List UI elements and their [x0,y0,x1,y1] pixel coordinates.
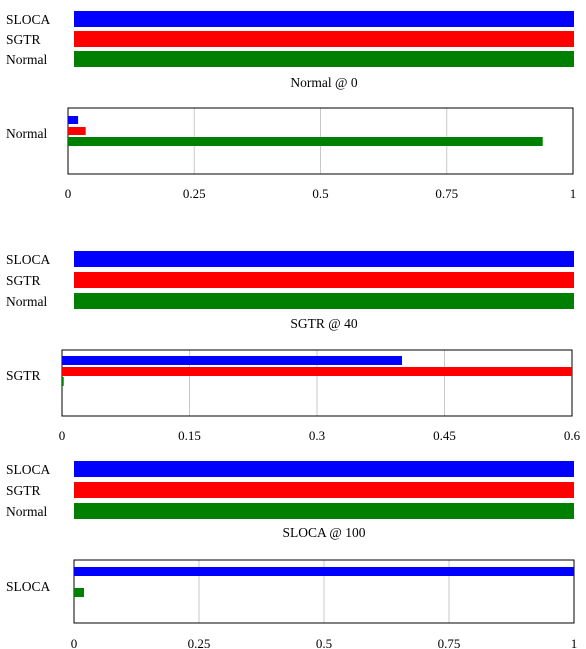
tick-label: 0 [71,636,78,649]
panel-title: Normal @ 0 [290,75,357,90]
tick-label: 0.5 [312,186,328,201]
panel-title: SLOCA @ 100 [283,525,366,540]
category-label-normal: Normal [6,126,47,141]
probability-bar [68,137,543,146]
tick-label: 0 [59,428,66,443]
bar-sloca [74,11,574,27]
bar-sloca [74,251,574,267]
bar-sgtr [74,272,574,288]
panel-title: SGTR @ 40 [290,316,357,331]
tick-label: 1 [570,186,577,201]
probability-bar [74,588,84,597]
tick-label: 0.75 [438,636,461,649]
category-label-sgtr: SGTR [6,483,41,498]
category-label-normal: Normal [6,504,47,519]
tick-label: 0 [65,186,72,201]
category-label-sloca: SLOCA [6,462,51,477]
tick-label: 0.15 [178,428,201,443]
bar-sgtr [74,482,574,498]
tick-label: 0.45 [433,428,456,443]
tick-label: 0.25 [183,186,206,201]
category-label-normal: Normal [6,294,47,309]
probability-bar [68,127,86,135]
category-label-normal: Normal [6,52,47,67]
tick-label: 0.6 [564,428,581,443]
tick-label: 0.25 [188,636,211,649]
tick-label: 0.5 [316,636,332,649]
probability-bar [62,377,64,386]
bar-normal [74,293,574,309]
probability-bar [62,356,402,365]
category-label-sloca: SLOCA [6,579,51,594]
category-label-sloca: SLOCA [6,12,51,27]
probability-bar [74,567,574,576]
probability-bar [68,116,79,124]
bar-sloca [74,461,574,477]
tick-label: 0.3 [309,428,325,443]
bar-normal [74,503,574,519]
category-label-sloca: SLOCA [6,252,51,267]
probability-bar [62,367,572,376]
tick-label: 0.75 [435,186,458,201]
bar-sgtr [74,31,574,47]
bar-normal [74,51,574,67]
tick-label: 1 [571,636,578,649]
category-label-sgtr: SGTR [6,32,41,47]
category-label-sgtr: SGTR [6,368,41,383]
category-label-sgtr: SGTR [6,273,41,288]
